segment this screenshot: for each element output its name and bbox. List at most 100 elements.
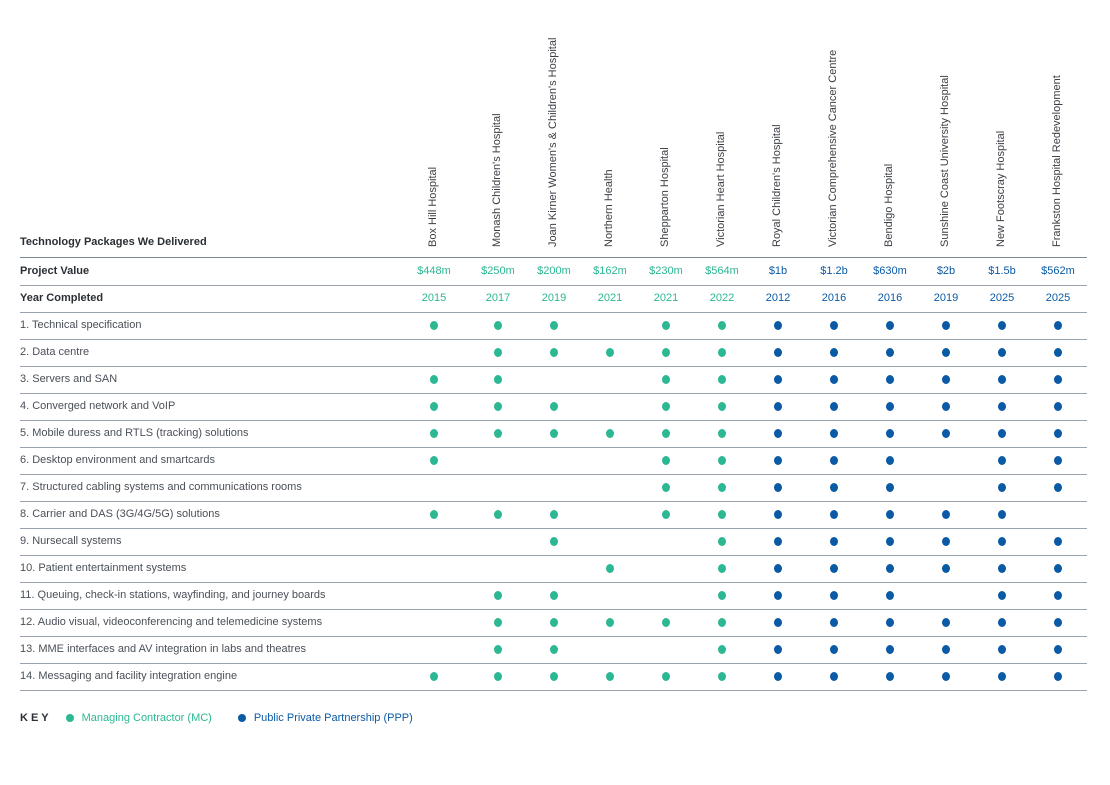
project-name: Northern Health: [603, 169, 615, 247]
ppp-dot-icon: [1054, 456, 1062, 465]
ppp-dot-icon: [1054, 564, 1062, 573]
project-value: $2b: [936, 265, 956, 277]
ppp-dot-icon: [1054, 672, 1062, 681]
project-name: Joan Kirner Women's & Children's Hospita…: [547, 37, 559, 247]
ppp-dot-icon: [942, 429, 950, 438]
project-name: New Footscray Hospital: [995, 130, 1007, 247]
ppp-dot-icon: [774, 645, 782, 654]
legend: KEY Managing Contractor (MC) Public Priv…: [20, 712, 439, 724]
ppp-dot-icon: [1054, 321, 1062, 330]
mc-dot-icon: [718, 321, 726, 330]
mc-dot-icon: [550, 537, 558, 546]
ppp-dot-icon: [830, 510, 838, 519]
table-row: 4. Converged network and VoIP: [20, 393, 1087, 421]
mc-dot-icon: [430, 672, 438, 681]
mc-dot-icon: [494, 375, 502, 384]
mc-dot-icon: [430, 402, 438, 411]
ppp-dot-icon: [942, 348, 950, 357]
mc-dot-icon: [494, 645, 502, 654]
legend-title: KEY: [20, 712, 52, 724]
ppp-dot-icon: [830, 591, 838, 600]
ppp-dot-icon: [830, 483, 838, 492]
ppp-dot-icon: [886, 402, 894, 411]
ppp-dot-icon: [1054, 375, 1062, 384]
row-label: 13. MME interfaces and AV integration in…: [20, 643, 306, 655]
mc-dot-icon: [718, 537, 726, 546]
year-completed: 2016: [877, 292, 903, 304]
mc-dot-icon: [718, 672, 726, 681]
ppp-dot-icon: [774, 429, 782, 438]
ppp-dot-icon: [1054, 483, 1062, 492]
project-value: $200m: [537, 265, 571, 277]
ppp-dot-icon: [998, 348, 1006, 357]
ppp-dot-icon: [1054, 402, 1062, 411]
mc-dot-icon: [494, 672, 502, 681]
table-row: 7. Structured cabling systems and commun…: [20, 474, 1087, 502]
mc-dot-icon: [550, 618, 558, 627]
year-completed: 2025: [989, 292, 1015, 304]
ppp-dot-icon: [998, 537, 1006, 546]
mc-dot-icon: [494, 402, 502, 411]
row-label: 11. Queuing, check-in stations, wayfindi…: [20, 589, 326, 601]
ppp-dot-icon: [998, 618, 1006, 627]
project-value: $1b: [768, 265, 788, 277]
row-label: 8. Carrier and DAS (3G/4G/5G) solutions: [20, 508, 220, 520]
mc-dot-icon: [606, 348, 614, 357]
project-value: $562m: [1041, 265, 1075, 277]
mc-dot-icon: [430, 456, 438, 465]
mc-dot-icon: [718, 483, 726, 492]
row-label: 3. Servers and SAN: [20, 373, 118, 385]
project-value: $1.5b: [988, 265, 1016, 277]
year-completed: 2012: [765, 292, 791, 304]
legend-label-ppp: Public Private Partnership (PPP): [253, 712, 413, 724]
row-label: Project Value: [20, 265, 90, 277]
ppp-dot-icon: [830, 321, 838, 330]
row-label: 12. Audio visual, videoconferencing and …: [20, 616, 323, 628]
ppp-dot-icon: [942, 321, 950, 330]
mc-dot-icon: [494, 591, 502, 600]
ppp-dot-icon: [830, 537, 838, 546]
mc-dot-icon: [718, 375, 726, 384]
project-value: $162m: [593, 265, 627, 277]
ppp-dot-icon: [1054, 429, 1062, 438]
row-label: 10. Patient entertainment systems: [20, 562, 187, 574]
ppp-dot-icon: [886, 321, 894, 330]
table-row: 1. Technical specification: [20, 312, 1087, 340]
year-completed: 2021: [653, 292, 679, 304]
row-label: 6. Desktop environment and smartcards: [20, 454, 216, 466]
ppp-dot-icon: [886, 618, 894, 627]
ppp-dot-icon: [998, 591, 1006, 600]
ppp-dot-icon: [774, 483, 782, 492]
row-label: 1. Technical specification: [20, 319, 142, 331]
legend-label-mc: Managing Contractor (MC): [81, 712, 212, 724]
mc-dot-icon: [430, 429, 438, 438]
year-completed: 2015: [421, 292, 447, 304]
project-value: $250m: [481, 265, 515, 277]
ppp-dot-icon: [942, 510, 950, 519]
mc-dot-icon: [606, 672, 614, 681]
ppp-dot-icon: [830, 348, 838, 357]
row-label: 4. Converged network and VoIP: [20, 400, 176, 412]
mc-dot-icon: [550, 645, 558, 654]
ppp-dot-icon: [886, 510, 894, 519]
ppp-dot-icon: [886, 645, 894, 654]
mc-dot-icon: [662, 510, 670, 519]
ppp-dot-icon: [886, 591, 894, 600]
ppp-dot-icon: [886, 429, 894, 438]
project-name: Frankston Hospital Redevelopment: [1051, 75, 1063, 247]
project-value: $448m: [417, 265, 451, 277]
ppp-dot-icon: [1054, 537, 1062, 546]
ppp-dot-icon: [942, 375, 950, 384]
ppp-dot-icon: [774, 321, 782, 330]
ppp-dot-icon: [998, 564, 1006, 573]
mc-dot-icon: [718, 402, 726, 411]
mc-dot-icon: [606, 564, 614, 573]
project-name: Box Hill Hospital: [427, 166, 439, 247]
ppp-dot-icon: [1054, 348, 1062, 357]
ppp-dot-icon: [830, 402, 838, 411]
project-name: Royal Children's Hospital: [771, 124, 783, 247]
year-completed-row: Year Completed 2015 2017 2019 2021 2021 2022 20…: [20, 285, 1087, 313]
year-completed: 2025: [1045, 292, 1071, 304]
table-row: 11. Queuing, check-in stations, wayfindi…: [20, 582, 1087, 610]
row-label: 2. Data centre: [20, 346, 90, 358]
